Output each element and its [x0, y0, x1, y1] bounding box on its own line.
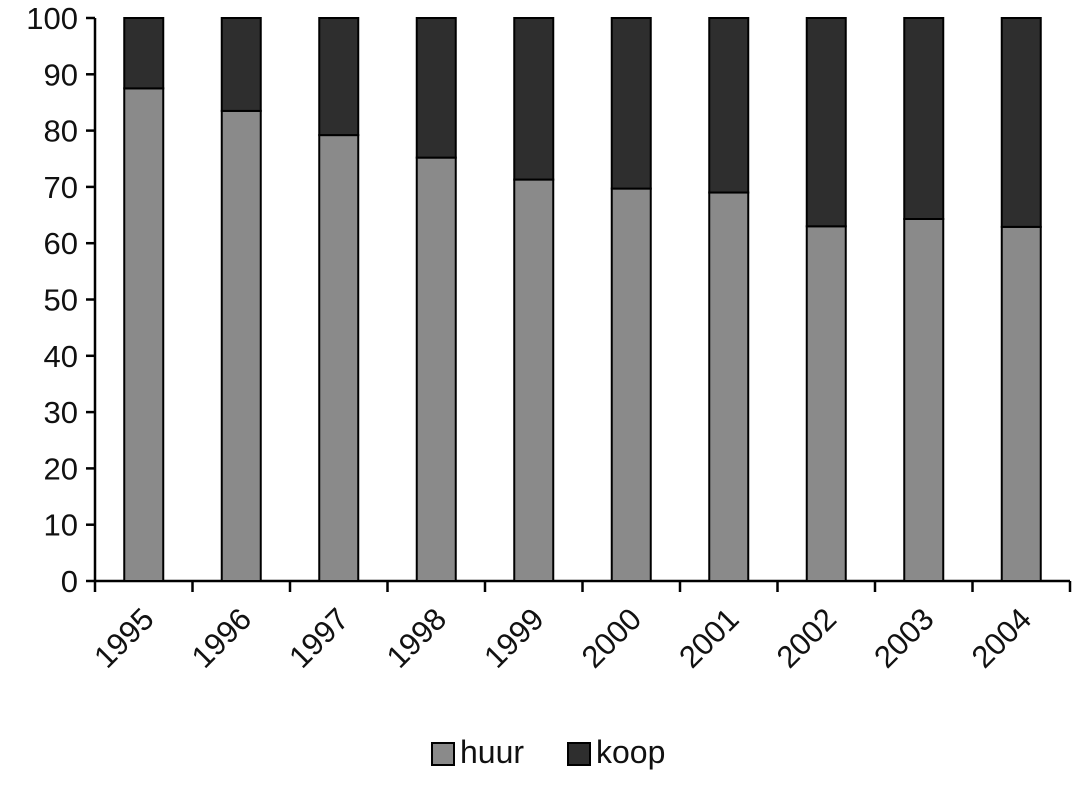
x-tick-label: 1997 — [282, 601, 356, 675]
x-tick-label: 2004 — [965, 601, 1039, 675]
y-tick-label: 50 — [44, 283, 78, 318]
y-tick-label: 30 — [44, 395, 78, 430]
x-tick-label: 2000 — [575, 601, 649, 675]
bar-koop-1999 — [513, 17, 555, 181]
bar-koop-1996 — [220, 17, 262, 112]
bar-huur-2004 — [1000, 225, 1042, 583]
x-tick-label: 1999 — [477, 601, 551, 675]
legend: huur koop — [431, 734, 665, 770]
bar-koop-2002 — [805, 17, 847, 228]
y-tick-label: 100 — [26, 1, 78, 36]
x-axis: 1995 1996 1997 1998 1999 2000 2001 2002 2003 2004 — [87, 579, 1072, 675]
y-axis: 0 10 20 30 40 50 60 70 80 90 100 — [26, 1, 97, 599]
bar-huur-1998 — [415, 156, 457, 582]
y-tick-label: 70 — [44, 170, 78, 205]
bar-huur-2002 — [805, 225, 847, 582]
x-tick-label: 2001 — [672, 601, 746, 675]
x-tick-label: 2003 — [867, 601, 941, 675]
y-tick-label: 40 — [44, 339, 78, 374]
legend-swatch-koop — [567, 742, 591, 766]
bar-huur-1995 — [123, 87, 165, 582]
x-tick-label: 1996 — [185, 601, 259, 675]
legend-label-koop: koop — [596, 734, 665, 770]
bars — [123, 17, 1042, 583]
bar-koop-2000 — [610, 17, 652, 190]
bar-huur-2000 — [610, 187, 652, 583]
y-tick-label: 10 — [44, 508, 78, 543]
bar-huur-1999 — [513, 178, 555, 582]
y-tick-label: 60 — [44, 226, 78, 261]
legend-label-huur: huur — [460, 734, 524, 770]
bar-huur-2001 — [708, 191, 750, 582]
bar-koop-1995 — [123, 17, 165, 90]
y-tick-label: 90 — [44, 57, 78, 92]
y-tick-label: 80 — [44, 114, 78, 149]
y-tick-label: 20 — [44, 451, 78, 486]
bar-huur-1996 — [220, 109, 262, 583]
x-tick-label: 2002 — [770, 601, 844, 675]
bar-koop-1997 — [318, 17, 360, 137]
y-tick-label: 0 — [61, 564, 78, 599]
x-tick-label: 1995 — [87, 601, 161, 675]
bar-huur-2003 — [903, 217, 945, 582]
bar-huur-1997 — [318, 134, 360, 582]
bar-koop-1998 — [415, 17, 457, 159]
legend-swatch-huur — [431, 742, 455, 766]
bar-koop-2004 — [1000, 17, 1042, 228]
bar-koop-2001 — [708, 17, 750, 194]
bar-koop-2003 — [903, 17, 945, 220]
x-tick-label: 1998 — [380, 601, 454, 675]
